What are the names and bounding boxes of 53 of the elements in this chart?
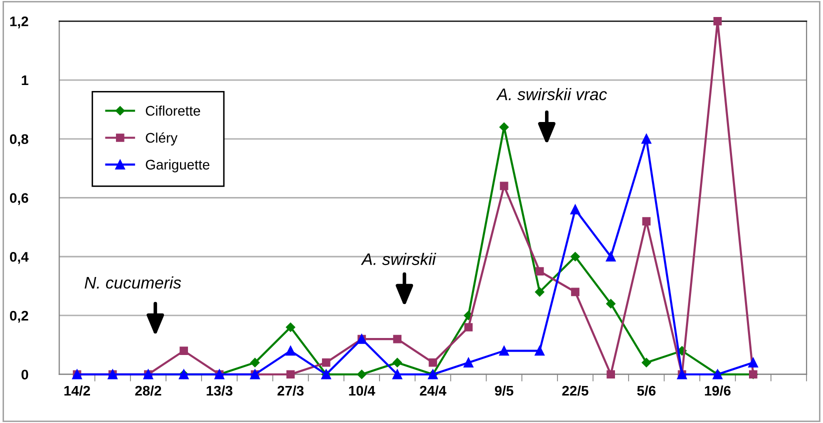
x-tick-label: 27/3 bbox=[278, 385, 304, 396]
point bbox=[464, 358, 474, 368]
annotation: N. cucumeris bbox=[84, 276, 182, 289]
point bbox=[748, 358, 758, 368]
point bbox=[286, 370, 295, 379]
point bbox=[180, 346, 188, 355]
legend-label: Ciflorette bbox=[146, 106, 200, 116]
point bbox=[357, 370, 366, 379]
point bbox=[322, 358, 330, 367]
point bbox=[570, 252, 580, 262]
point bbox=[428, 358, 438, 367]
x-tick-label: 13/3 bbox=[206, 385, 232, 396]
y-tick-label: 0,4 bbox=[10, 252, 29, 264]
x-tick-label: 28/2 bbox=[135, 385, 162, 396]
point bbox=[393, 334, 402, 344]
x-tick-label: 24/4 bbox=[420, 385, 446, 396]
point bbox=[606, 252, 616, 262]
y-tick-label: 0,2 bbox=[10, 310, 28, 323]
legend-label: Cléry bbox=[146, 132, 178, 146]
y-tick-label: 1,2 bbox=[10, 16, 28, 28]
point bbox=[713, 16, 722, 26]
point bbox=[535, 287, 544, 297]
point bbox=[535, 267, 544, 276]
point bbox=[606, 299, 616, 308]
point bbox=[606, 370, 615, 379]
annotation: A. swirskii bbox=[360, 252, 436, 266]
point bbox=[286, 322, 296, 332]
y-tick-label: 1 bbox=[22, 75, 28, 86]
x-tick-label: 19/6 bbox=[704, 385, 731, 396]
point bbox=[250, 358, 260, 368]
x-tick-label: 5/6 bbox=[637, 385, 656, 396]
point bbox=[499, 346, 509, 356]
x-tick-label: 14/2 bbox=[64, 385, 90, 396]
y-tick-label: 0 bbox=[22, 370, 28, 380]
x-tick-label: 10/4 bbox=[349, 385, 376, 396]
point bbox=[642, 217, 651, 226]
point bbox=[534, 346, 545, 356]
point bbox=[286, 346, 296, 356]
point bbox=[392, 358, 402, 368]
point bbox=[570, 204, 580, 214]
legend-label: Gariguette bbox=[146, 159, 210, 172]
point bbox=[464, 323, 473, 332]
point bbox=[500, 182, 508, 190]
annotation: A. swirskii vrac bbox=[496, 88, 607, 100]
point bbox=[392, 369, 402, 380]
y-tick-label: 0,8 bbox=[10, 134, 28, 146]
point bbox=[642, 358, 652, 368]
point bbox=[642, 134, 652, 144]
x-tick-label: 9/5 bbox=[494, 385, 514, 396]
y-tick-label: 0,6 bbox=[10, 193, 28, 205]
point bbox=[499, 122, 509, 132]
point bbox=[571, 288, 580, 296]
x-tick-label: 22/5 bbox=[562, 385, 588, 396]
